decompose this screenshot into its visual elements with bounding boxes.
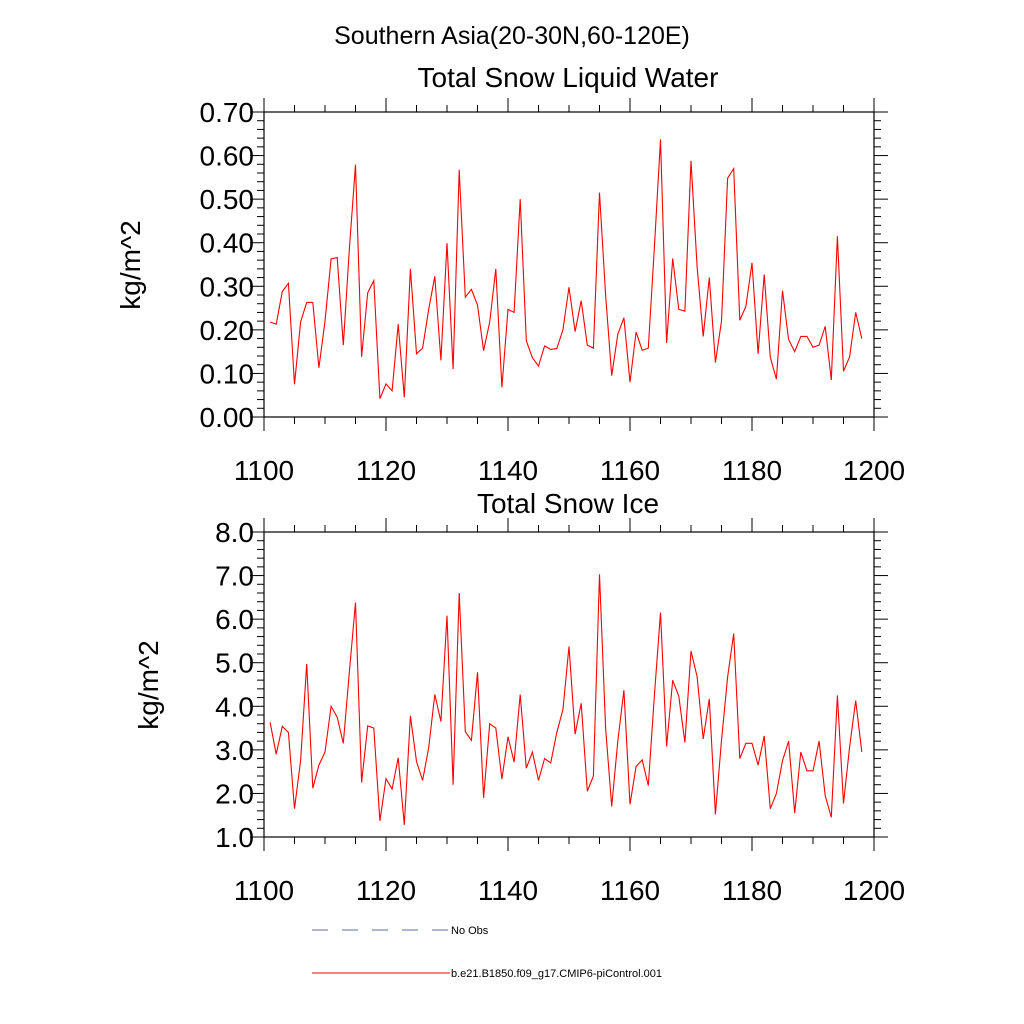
y-tick-label: 5.0 [215, 648, 254, 679]
y-tick-label: 0.60 [200, 141, 255, 172]
axis-ticks [250, 98, 888, 431]
y-tick-label: 2.0 [215, 778, 254, 809]
x-tick-label: 1180 [722, 875, 782, 906]
series-line [269, 574, 863, 825]
y-axis-label: kg/m^2 [133, 640, 164, 729]
x-tick-label: 1140 [478, 455, 538, 486]
x-tick-label: 1120 [356, 875, 416, 906]
y-tick-label: 0.50 [200, 184, 255, 215]
x-tick-labels: 1100 1120 1140 1160 1180 1200 [234, 455, 905, 486]
figure-title: Southern Asia(20-30N,60-120E) [334, 22, 690, 50]
chart-title: Total Snow Ice [477, 488, 659, 519]
legend-label: No Obs [451, 925, 489, 937]
legend: No Obs b.e21.B1850.f09_g17.CMIP6-piContr… [312, 925, 662, 980]
chart-total-snow-liquid-water: Total Snow Liquid Water kg/m^2 0.000.100… [115, 62, 905, 486]
y-axis-label: kg/m^2 [115, 220, 146, 309]
y-tick-label: 0.40 [200, 228, 255, 259]
chart-total-snow-ice: Total Snow Ice kg/m^2 1.0 2.0 3.0 4.0 5.0 6.0… [133, 488, 905, 906]
x-tick-label: 1200 [843, 455, 905, 486]
y-tick-labels: 0.00 0.10 0.20 0.30 0.40 0.50 0.60 0.70 [200, 97, 255, 433]
x-tick-label: 1160 [600, 455, 660, 486]
y-tick-label: 0.70 [200, 97, 255, 128]
legend-item-model-run: b.e21.B1850.f09_g17.CMIP6-piControl.001 [312, 968, 662, 980]
x-tick-label: 1200 [843, 875, 905, 906]
x-tick-label: 1140 [478, 875, 538, 906]
legend-label: b.e21.B1850.f09_g17.CMIP6-piControl.001 [451, 968, 662, 980]
chart-title: Total Snow Liquid Water [418, 62, 719, 93]
legend-item-no-obs: No Obs [312, 925, 489, 937]
x-tick-label: 1180 [722, 455, 782, 486]
x-tick-label: 1120 [356, 455, 416, 486]
y-tick-label: 0.10 [200, 358, 255, 389]
axis-ticks [250, 518, 888, 851]
plot-frame [263, 531, 875, 838]
series-line [269, 139, 863, 399]
plot-frame [263, 111, 875, 418]
y-tick-label: 0.00 [200, 402, 255, 433]
x-tick-label: 1100 [234, 455, 294, 486]
y-tick-label: 4.0 [215, 691, 254, 722]
y-tick-label: 1.0 [215, 822, 254, 853]
y-tick-labels: 1.0 2.0 3.0 4.0 5.0 6.0 7.0 8.0 [215, 517, 254, 853]
y-tick-label: 3.0 [215, 735, 254, 766]
x-tick-label: 1100 [234, 875, 294, 906]
y-tick-label: 7.0 [215, 561, 254, 592]
y-tick-label: 0.20 [200, 315, 255, 346]
y-tick-label: 6.0 [215, 604, 254, 635]
x-tick-label: 1160 [600, 875, 660, 906]
y-tick-label: 8.0 [215, 517, 254, 548]
x-tick-labels: 1100 1120 1140 1160 1180 1200 [234, 875, 905, 906]
y-tick-label: 0.30 [200, 271, 255, 302]
